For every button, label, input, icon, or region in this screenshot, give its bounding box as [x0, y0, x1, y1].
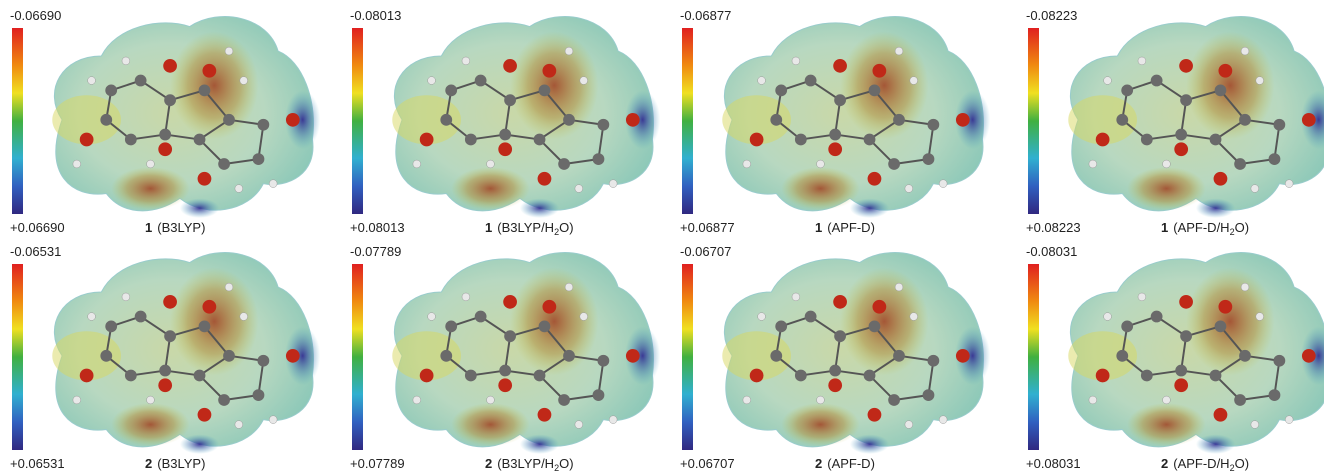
panel: -0.06531 +0.06531 2 (B3LYP) [10, 244, 320, 471]
color-bar [12, 264, 23, 450]
method: (APF-D) [827, 456, 875, 471]
panel-caption: 2 (B3LYP) [145, 456, 205, 471]
compound-number: 2 [485, 456, 492, 471]
method: (B3LYP) [157, 456, 205, 471]
color-bar [12, 28, 23, 214]
color-bar [1028, 28, 1039, 214]
color-bar [682, 264, 693, 450]
method: (APF-D/H [1173, 456, 1229, 471]
esp-map [1068, 253, 1324, 454]
scale-max-label: -0.08013 [350, 8, 401, 23]
method: (B3LYP/H [497, 456, 554, 471]
esp-map [52, 253, 320, 454]
panel-caption: 1(APF-D/H2O) [1161, 220, 1249, 237]
esp-map [1068, 17, 1324, 218]
esp-map [52, 17, 320, 218]
method: (APF-D) [827, 220, 875, 235]
color-bar [682, 28, 693, 214]
compound-number: 1 [815, 220, 822, 235]
method-tail: O) [559, 456, 573, 471]
scale-min-label: +0.07789 [350, 456, 405, 471]
color-bar [1028, 264, 1039, 450]
panel-caption: 1(B3LYP/H2O) [485, 220, 574, 237]
compound-number: 1 [1161, 220, 1168, 235]
esp-map [722, 17, 990, 218]
method: (B3LYP) [157, 220, 205, 235]
panel: -0.06707 +0.06707 2 (APF-D) [680, 244, 990, 471]
method: (APF-D/H [1173, 220, 1229, 235]
method: (B3LYP/H [497, 220, 554, 235]
color-bar [352, 28, 363, 214]
panel: -0.06690 +0.06690 1 (B3LYP) [10, 8, 320, 235]
scale-max-label: -0.07789 [350, 244, 401, 259]
compound-number: 1 [145, 220, 152, 235]
color-bar [352, 264, 363, 450]
scale-max-label: -0.08223 [1026, 8, 1077, 23]
scale-max-label: -0.06877 [680, 8, 731, 23]
compound-number: 2 [1161, 456, 1168, 471]
panel-caption: 1 (APF-D) [815, 220, 875, 235]
scale-min-label: +0.08223 [1026, 220, 1081, 235]
scale-min-label: +0.06707 [680, 456, 735, 471]
esp-map [392, 17, 660, 218]
method-tail: O) [1235, 220, 1249, 235]
scale-min-label: +0.06531 [10, 456, 65, 471]
scale-min-label: +0.08013 [350, 220, 405, 235]
panel: -0.06877 +0.06877 1 (APF-D) [680, 8, 990, 235]
method-tail: O) [1235, 456, 1249, 471]
figure: -0.06690 +0.06690 1 (B3LYP) -0.08013 +0.08013… [0, 0, 1324, 471]
scale-max-label: -0.08031 [1026, 244, 1077, 259]
scale-max-label: -0.06690 [10, 8, 61, 23]
scale-max-label: -0.06707 [680, 244, 731, 259]
scale-min-label: +0.06877 [680, 220, 735, 235]
panel-caption: 2 (APF-D) [815, 456, 875, 471]
scale-max-label: -0.06531 [10, 244, 61, 259]
scale-min-label: +0.06690 [10, 220, 65, 235]
method-tail: O) [559, 220, 573, 235]
panel-caption: 1 (B3LYP) [145, 220, 205, 235]
compound-number: 1 [485, 220, 492, 235]
compound-number: 2 [145, 456, 152, 471]
panel-caption: 2(B3LYP/H2O) [485, 456, 574, 471]
compound-number: 2 [815, 456, 822, 471]
panel-caption: 2(APF-D/H2O) [1161, 456, 1249, 471]
esp-map [392, 253, 660, 454]
esp-map [722, 253, 990, 454]
scale-min-label: +0.08031 [1026, 456, 1081, 471]
